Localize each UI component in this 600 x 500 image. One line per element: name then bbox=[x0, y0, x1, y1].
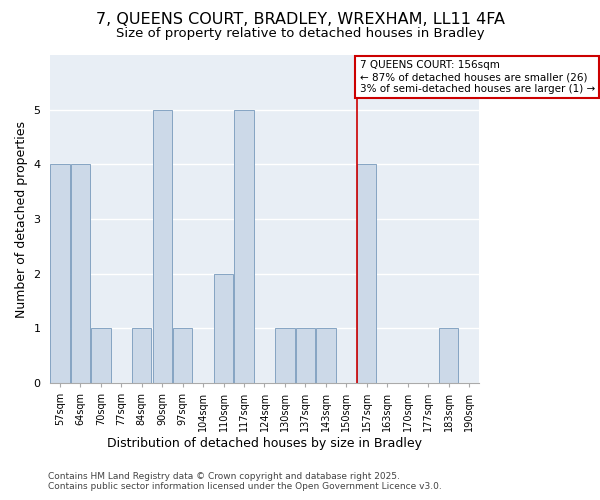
Bar bbox=[296, 328, 315, 383]
Bar bbox=[235, 110, 254, 383]
Text: Contains HM Land Registry data © Crown copyright and database right 2025.
Contai: Contains HM Land Registry data © Crown c… bbox=[48, 472, 442, 491]
Y-axis label: Number of detached properties: Number of detached properties bbox=[15, 120, 28, 318]
Bar bbox=[71, 164, 90, 383]
Bar bbox=[173, 328, 193, 383]
Bar bbox=[439, 328, 458, 383]
Text: 7, QUEENS COURT, BRADLEY, WREXHAM, LL11 4FA: 7, QUEENS COURT, BRADLEY, WREXHAM, LL11 … bbox=[95, 12, 505, 28]
Bar bbox=[316, 328, 335, 383]
Text: Size of property relative to detached houses in Bradley: Size of property relative to detached ho… bbox=[116, 28, 484, 40]
Bar bbox=[91, 328, 110, 383]
Bar bbox=[275, 328, 295, 383]
X-axis label: Distribution of detached houses by size in Bradley: Distribution of detached houses by size … bbox=[107, 437, 422, 450]
Bar bbox=[152, 110, 172, 383]
Bar bbox=[50, 164, 70, 383]
Text: 7 QUEENS COURT: 156sqm
← 87% of detached houses are smaller (26)
3% of semi-deta: 7 QUEENS COURT: 156sqm ← 87% of detached… bbox=[359, 60, 595, 94]
Bar bbox=[132, 328, 151, 383]
Bar bbox=[214, 274, 233, 383]
Bar bbox=[357, 164, 376, 383]
